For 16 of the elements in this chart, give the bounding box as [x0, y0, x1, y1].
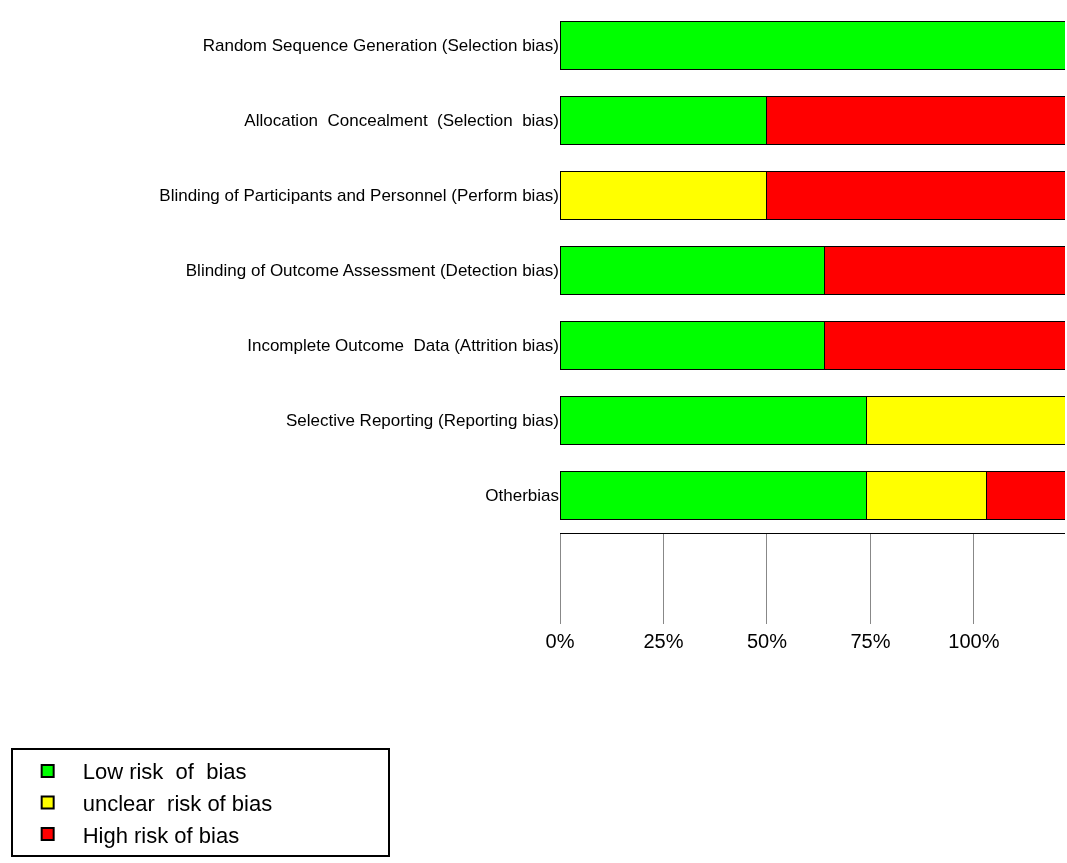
y-tick-label: Allocation Concealment (Selection bias)	[244, 111, 559, 131]
x-tick-label: 0%	[545, 630, 575, 652]
x-tick-label: 100%	[948, 630, 1000, 652]
x-tick-label: 50%	[746, 630, 788, 652]
x-tick-label: 25%	[643, 630, 684, 652]
y-tick-label: Selective Reporting (Reporting bias)	[285, 411, 559, 431]
y-tick-label: Otherbias	[485, 486, 559, 506]
bar	[560, 20, 1065, 71]
y-tick-label: Blinding of Participants and Personnel (Perform bias)	[159, 186, 559, 206]
x-tick-label: 75%	[850, 630, 891, 652]
y-tick-label: Blinding of Outcome Assessment (Detection bias)	[185, 261, 559, 281]
legend-label: unclear risk of bias	[82, 791, 273, 817]
y-tick-label: Random Sequence Generation (Selection bias)	[202, 36, 559, 56]
y-tick-label: Incomplete Outcome Data (Attrition bias)	[247, 336, 559, 356]
legend-label: Low risk of bias	[82, 759, 247, 785]
legend-label: High risk of bias	[82, 822, 240, 848]
